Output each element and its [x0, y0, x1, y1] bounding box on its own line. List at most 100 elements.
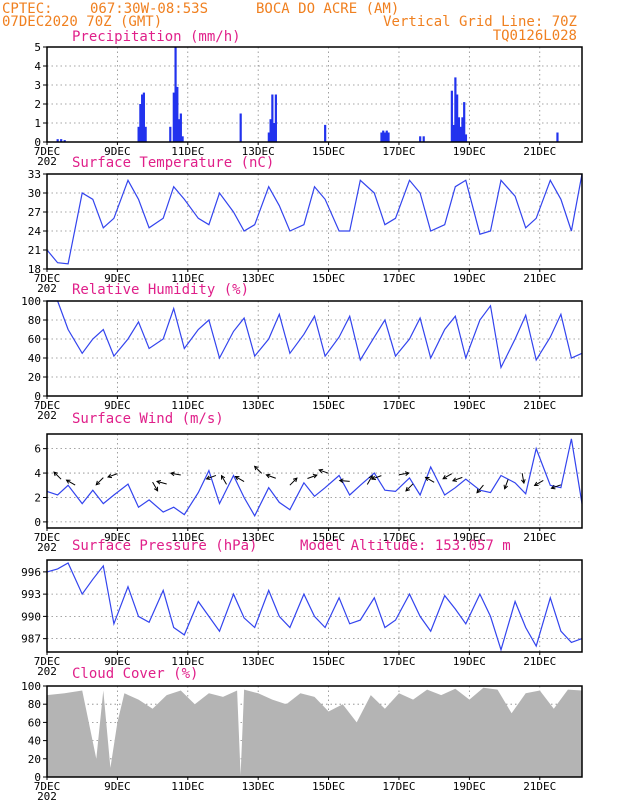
- wind-arrow-head: [156, 479, 162, 485]
- y-tick-label: 21: [28, 244, 41, 257]
- panel-frame: [46, 685, 583, 778]
- wind-arrow: [370, 475, 382, 481]
- x-tick-label: 13DEC: [242, 655, 275, 668]
- x-tick-label: 13DEC: [242, 272, 275, 285]
- header-date: 07DEC2020 70Z (GMT): [2, 14, 162, 30]
- precip-bar: [454, 77, 457, 142]
- y-tick-label: 0: [34, 390, 41, 403]
- x-tick-label: 9DEC: [104, 272, 131, 285]
- series-line-wind: [46, 438, 583, 518]
- wind-arrow: [169, 471, 181, 477]
- panel-title-pres: Surface Pressure (hPa): [72, 538, 257, 554]
- x-tick-label: 13DEC: [242, 780, 275, 793]
- wind-arrow-shaft: [452, 476, 463, 482]
- precip-bar: [274, 94, 277, 142]
- y-tick-label: 996: [21, 566, 41, 579]
- panel-cloud: 0 20 40 60 80 100 7DEC 9DEC 11DEC 13DEC 15DEC 17DEC…: [21, 666, 583, 800]
- x-tick-label: 9DEC: [104, 399, 131, 412]
- header-vgrid: Vertical Grid Line: 70Z: [383, 14, 577, 30]
- y-tick-label: 4: [34, 467, 41, 480]
- x-tick-label: 9DEC: [104, 780, 131, 793]
- wind-arrow-shaft: [371, 475, 382, 480]
- precip-bar: [459, 126, 462, 142]
- panel-frame: [46, 173, 583, 270]
- wind-arrow-shaft: [307, 474, 318, 479]
- y-tick-label: 100: [21, 295, 41, 308]
- y-tick-label: 2: [34, 491, 41, 504]
- precip-bar: [457, 117, 461, 142]
- wind-arrow: [476, 484, 484, 494]
- precip-bar: [461, 117, 464, 142]
- x-tick-label: 15DEC: [312, 531, 345, 544]
- y-tick-label: 4: [34, 60, 41, 73]
- wind-arrow: [398, 471, 410, 476]
- y-tick-label: 0: [34, 771, 41, 784]
- x-tick-label: 17DEC: [382, 531, 415, 544]
- precip-bar: [239, 113, 242, 142]
- wind-arrow-head: [503, 484, 508, 490]
- panel-temp: 18 21 24 27 30 33 7DEC 9DEC 11DEC 13DEC 15DEC 17DEC…: [28, 155, 583, 295]
- panel-frame: [46, 46, 583, 143]
- precip-bar: [174, 47, 177, 142]
- x-tick-label: 15DEC: [312, 780, 345, 793]
- wind-arrow-shaft: [107, 473, 118, 478]
- precip-bar: [137, 126, 140, 142]
- y-tick-label: 0: [34, 516, 41, 529]
- series-line-rh: [47, 300, 583, 370]
- y-tick-label: 2: [34, 98, 41, 111]
- year-fragment: 202: [37, 665, 57, 678]
- wind-arrow-head: [442, 475, 448, 480]
- wind-arrow-head: [424, 476, 430, 482]
- wind-arrow: [366, 474, 373, 485]
- precip-bar: [383, 132, 387, 142]
- x-tick-label: 21DEC: [523, 780, 556, 793]
- y-tick-label: 0: [34, 136, 41, 149]
- x-tick-label: 7DEC: [34, 655, 61, 668]
- y-tick-label: 80: [28, 698, 41, 711]
- wind-arrow: [205, 474, 217, 480]
- x-tick-label: 15DEC: [312, 399, 345, 412]
- wind-arrow: [220, 474, 227, 485]
- precip-bar: [269, 119, 272, 142]
- x-tick-label: 7DEC: [34, 272, 61, 285]
- precip-bar: [139, 104, 142, 142]
- header-code: TQ0126L028: [493, 28, 577, 44]
- year-fragment: 202: [37, 282, 57, 295]
- wind-arrow-head: [318, 468, 324, 474]
- precip-bar: [181, 136, 184, 142]
- precip-bar: [422, 136, 425, 142]
- precip-bar: [387, 132, 390, 142]
- wind-arrow-shaft: [398, 472, 409, 476]
- x-tick-label: 21DEC: [523, 655, 556, 668]
- year-fragment: 202: [37, 155, 57, 168]
- wind-arrow-shaft: [170, 472, 181, 476]
- panel-rh: 0 20 40 60 80 100 7DEC 9DEC 11DEC 13DEC 15DEC 17DEC…: [21, 282, 583, 422]
- x-tick-label: 13DEC: [242, 145, 275, 158]
- wind-arrow-head: [370, 475, 377, 481]
- x-tick-label: 15DEC: [312, 272, 345, 285]
- series-line-pres: [46, 562, 583, 652]
- x-tick-label: 21DEC: [523, 272, 556, 285]
- wind-arrow: [405, 483, 414, 492]
- wind-arrow-shaft: [521, 473, 525, 484]
- wind-arrow-shaft: [266, 474, 276, 479]
- precip-bar: [179, 113, 182, 142]
- x-tick-label: 15DEC: [312, 145, 345, 158]
- wind-arrow-shaft: [95, 477, 104, 486]
- x-tick-label: 17DEC: [382, 399, 415, 412]
- panels: 0 1 2 3 4 5 7DEC 9DEC 11DEC 13DEC 15DEC 17DEC 19DEC 2…: [21, 29, 583, 800]
- y-tick-label: 20: [28, 753, 41, 766]
- wind-arrow: [533, 480, 544, 486]
- wind-arrow: [234, 476, 245, 482]
- wind-arrow-head: [550, 484, 556, 490]
- wind-arrow-shaft: [152, 481, 159, 492]
- x-tick-label: 13DEC: [242, 399, 275, 412]
- x-tick-label: 17DEC: [382, 272, 415, 285]
- y-tick-label: 27: [28, 206, 41, 219]
- y-tick-label: 3: [34, 79, 41, 92]
- precip-bar: [144, 126, 147, 142]
- x-tick-label: 11DEC: [171, 655, 204, 668]
- wind-arrow-shaft: [156, 480, 167, 485]
- wind-arrow: [53, 471, 62, 480]
- wind-arrow-shaft: [319, 469, 329, 474]
